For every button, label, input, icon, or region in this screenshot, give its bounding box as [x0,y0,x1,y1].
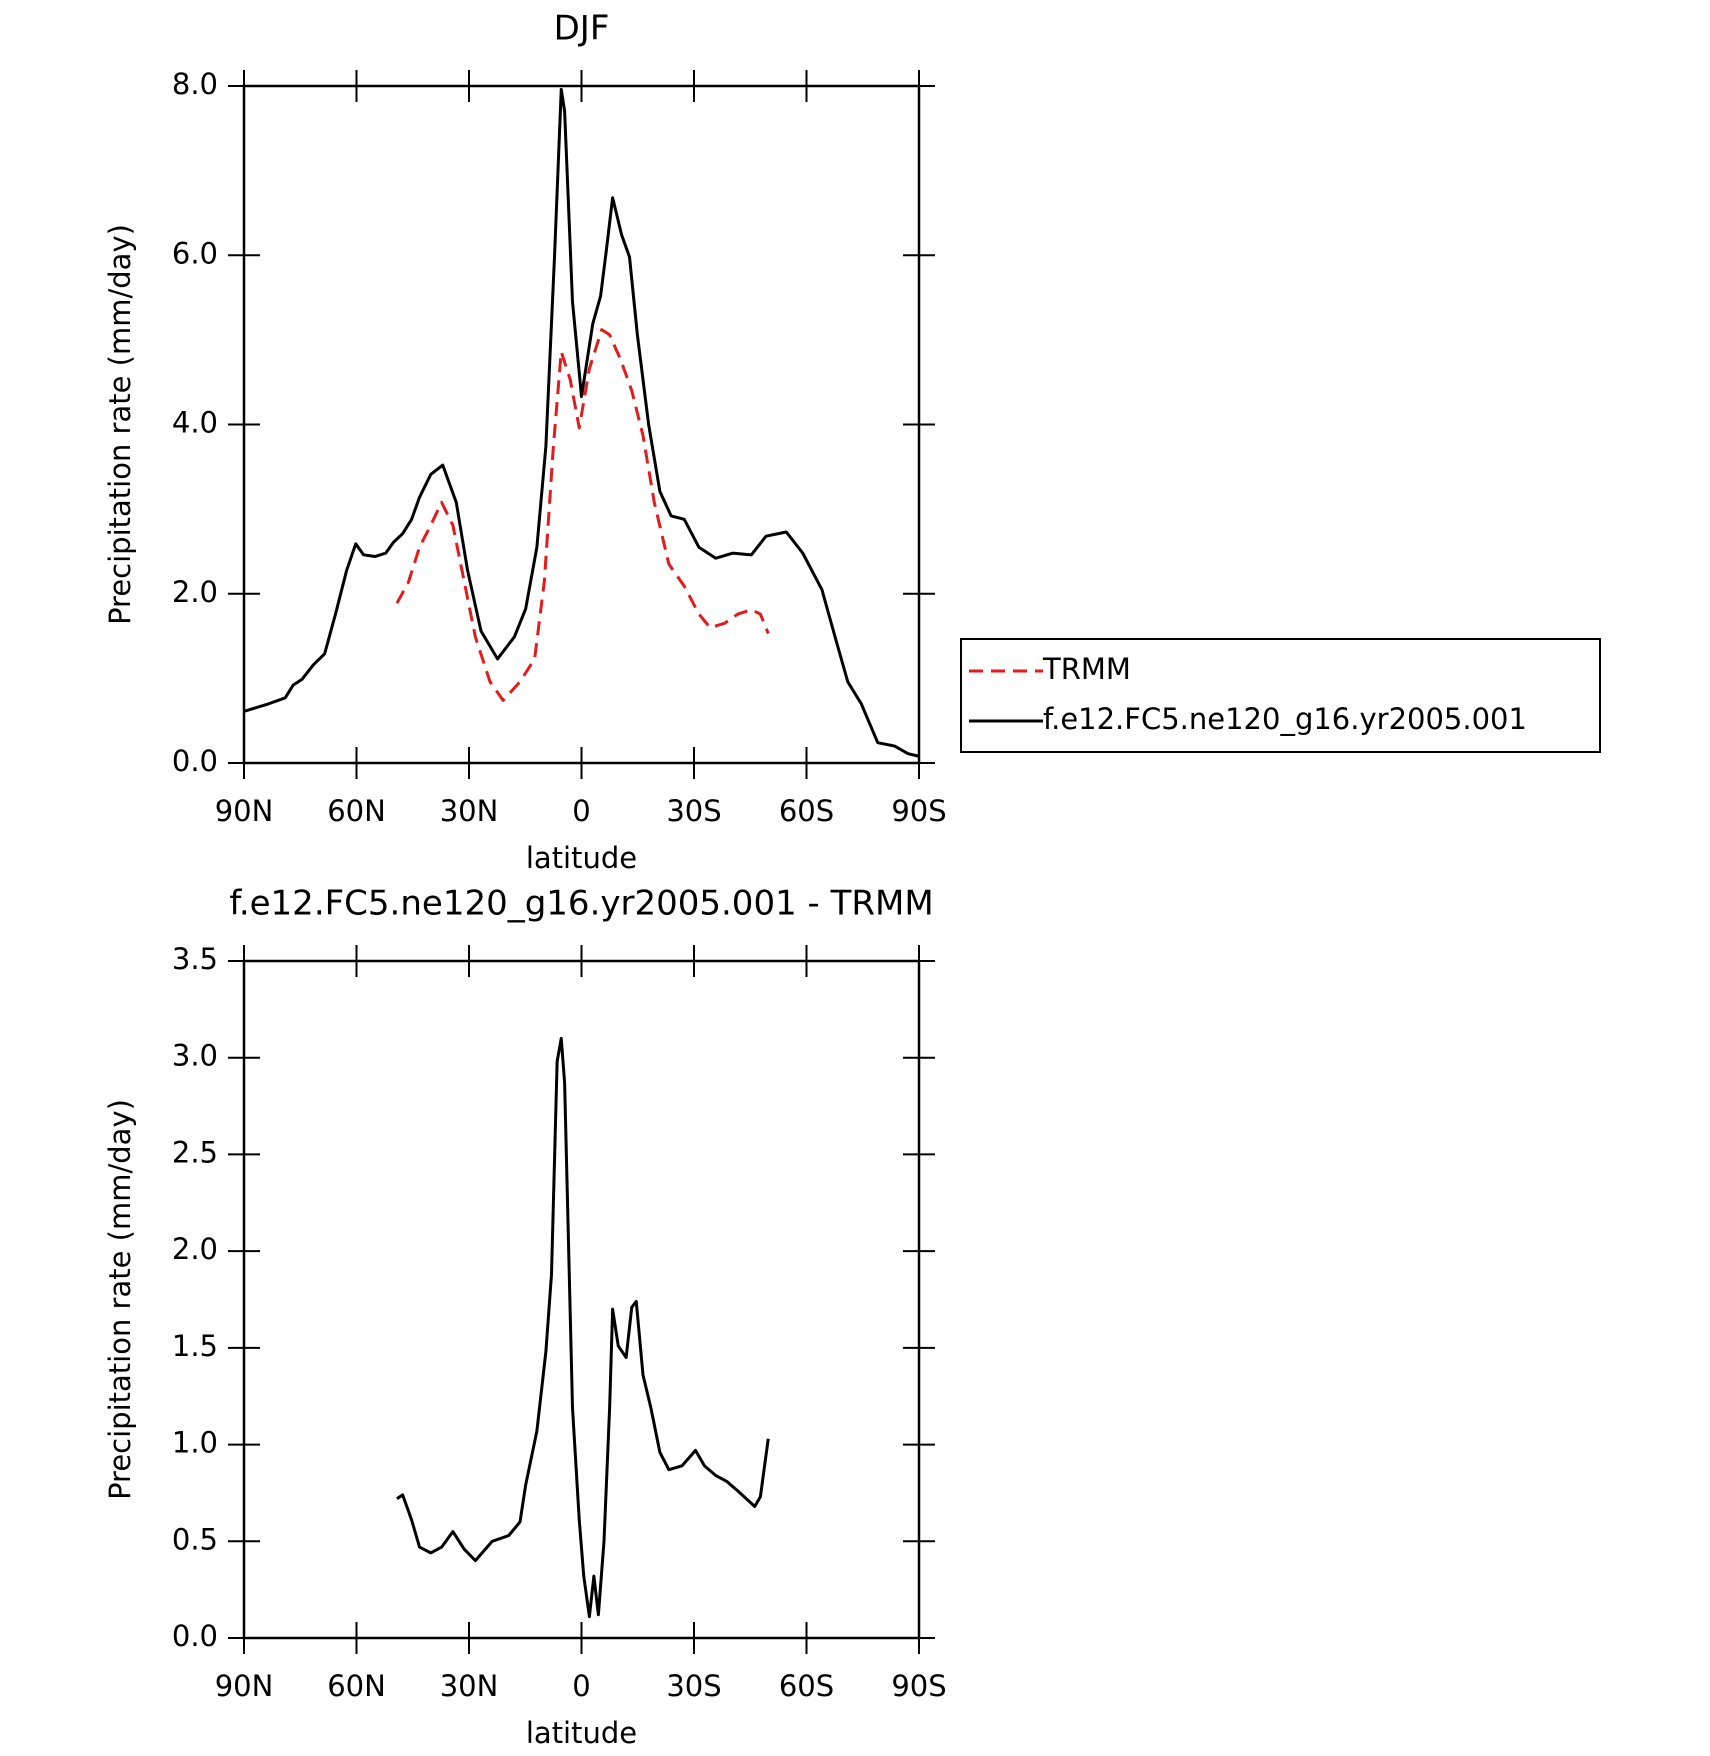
y-tick-label: 3.0 [172,1039,218,1073]
x-tick-label: 30S [666,1669,721,1703]
plot-frame [242,84,921,765]
y-tick-label: 8.0 [172,67,218,101]
y-tick-label: 6.0 [172,236,218,270]
y-axis-label: Precipitation rate (mm/day) [103,224,137,625]
x-tick-label: 90N [215,1669,274,1703]
legend-box [960,638,1601,753]
data-line [396,1036,770,1619]
y-axis-label: Precipitation rate (mm/day) [103,1099,137,1500]
x-tick-label: 0 [572,794,590,828]
y-tick-label: 3.5 [172,942,218,976]
chart-title: DJF [554,9,610,49]
x-tick-label: 60S [779,1669,834,1703]
y-tick-label: 4.0 [172,406,218,440]
legend-label: TRMM [1042,652,1131,686]
data-line [243,87,920,758]
legend-label: f.e12.FC5.ne120_g16.yr2005.001 [1043,702,1527,736]
x-tick-label: 90N [215,794,274,828]
x-tick-label: 60S [779,794,834,828]
x-tick-label: 90S [891,1669,946,1703]
chart-title: f.e12.FC5.ne120_g16.yr2005.001 - TRMM [229,884,933,924]
y-tick-label: 0.0 [172,1619,218,1653]
y-tick-label: 2.0 [172,575,218,609]
y-tick-label: 2.0 [172,1232,218,1266]
y-tick-label: 2.5 [172,1135,218,1169]
x-tick-label: 0 [572,1669,590,1703]
data-line [395,328,770,702]
x-tick-label: 90S [891,794,946,828]
x-tick-label: 30N [440,794,499,828]
y-tick-label: 0.5 [172,1522,218,1556]
x-tick-label: 30S [666,794,721,828]
x-axis-label: latitude [526,841,637,875]
x-tick-label: 30N [440,1669,499,1703]
x-axis-label: latitude [526,1716,637,1750]
y-tick-label: 1.0 [172,1426,218,1460]
x-tick-label: 60N [327,794,386,828]
y-tick-label: 0.0 [172,744,218,778]
y-tick-label: 1.5 [172,1329,218,1363]
x-tick-label: 60N [327,1669,386,1703]
